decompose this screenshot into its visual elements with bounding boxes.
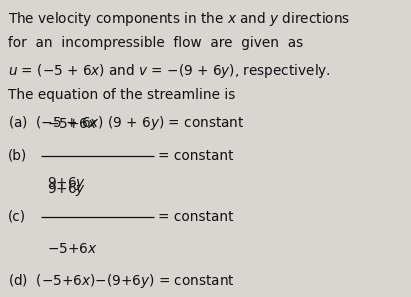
Text: for  an  incompressible  flow  are  given  as: for an incompressible flow are given as bbox=[8, 36, 303, 50]
Text: (c): (c) bbox=[8, 210, 26, 224]
Text: 9+6$y$: 9+6$y$ bbox=[47, 181, 86, 198]
Text: The velocity components in the $x$ and $y$ directions: The velocity components in the $x$ and $… bbox=[8, 10, 351, 29]
Text: −5+6$x$: −5+6$x$ bbox=[47, 117, 97, 131]
Text: = constant: = constant bbox=[158, 149, 234, 163]
Text: = constant: = constant bbox=[158, 210, 234, 224]
Text: (b): (b) bbox=[8, 149, 28, 163]
Text: The equation of the streamline is: The equation of the streamline is bbox=[8, 88, 236, 102]
Text: 9+6$y$: 9+6$y$ bbox=[47, 175, 86, 192]
Text: −5+6$x$: −5+6$x$ bbox=[47, 242, 97, 256]
Text: (d)  (−5+6$x$)−(9+6$y$) = constant: (d) (−5+6$x$)−(9+6$y$) = constant bbox=[8, 272, 235, 290]
Text: (a)  (−5 + 6$x$) (9 + 6$y$) = constant: (a) (−5 + 6$x$) (9 + 6$y$) = constant bbox=[8, 114, 245, 132]
Text: $u$ = (−5 + 6$x$) and $v$ = −(9 + 6$y$), respectively.: $u$ = (−5 + 6$x$) and $v$ = −(9 + 6$y$),… bbox=[8, 62, 331, 80]
